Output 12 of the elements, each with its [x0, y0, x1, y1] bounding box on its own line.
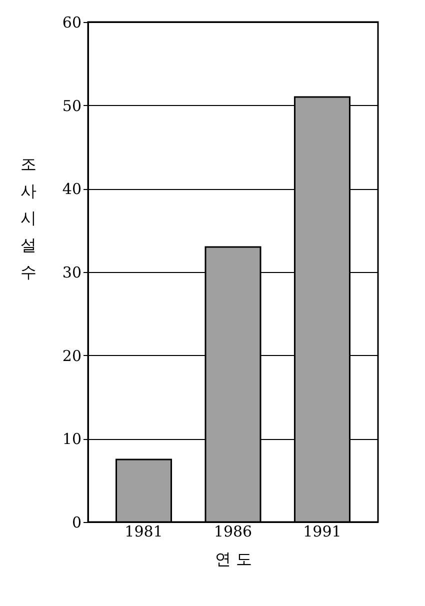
x-axis-title: 연 도 [214, 550, 252, 568]
y-tick-label: 20 [62, 346, 82, 365]
x-tick-label: 1991 [303, 522, 342, 540]
x-tick-label: 1981 [124, 522, 163, 540]
y-tick-label: 30 [62, 264, 82, 282]
y-tick-label: 0 [72, 514, 82, 532]
y-axis-title: 조사시설수 [20, 154, 36, 282]
y-tick-label: 40 [62, 180, 82, 198]
y-tick-label: 10 [62, 430, 82, 448]
y-tick-label: 50 [62, 96, 82, 115]
y-tick-label: 60 [62, 14, 82, 32]
x-tick-label: 1986 [214, 522, 252, 540]
